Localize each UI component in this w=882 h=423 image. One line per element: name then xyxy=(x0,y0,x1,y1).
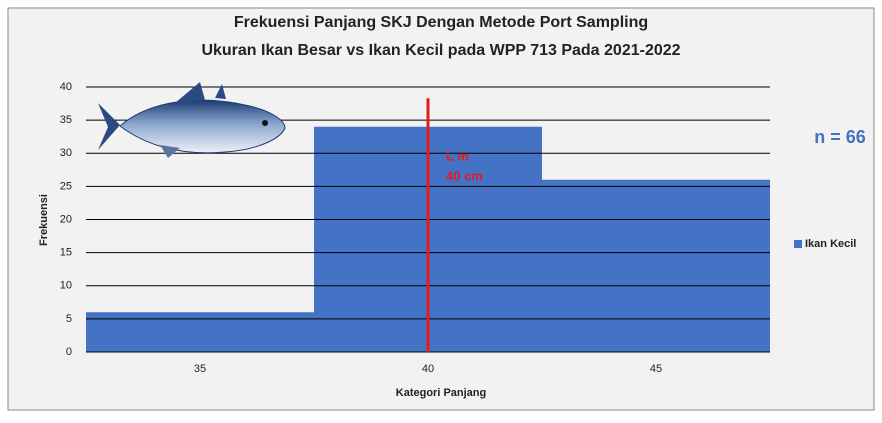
chart: Frekuensi Panjang SKJ Dengan Metode Port… xyxy=(0,0,882,418)
x-tick-label: 35 xyxy=(194,363,206,375)
reference-label: 40 cm xyxy=(446,168,483,183)
y-tick-label: 0 xyxy=(66,346,72,358)
y-tick-label: 35 xyxy=(60,114,72,126)
x-tick-label: 40 xyxy=(422,363,434,375)
y-tick-label: 15 xyxy=(60,247,72,259)
y-tick-label: 40 xyxy=(60,81,72,93)
sample-size: n = 66 xyxy=(814,127,866,147)
y-tick-label: 30 xyxy=(60,147,72,159)
x-tick-label: 45 xyxy=(650,363,662,375)
legend-label: Ikan Kecil xyxy=(805,238,856,250)
reference-label: L m xyxy=(446,148,469,163)
y-tick-label: 5 xyxy=(66,313,72,325)
y-axis-label: Frekuensi xyxy=(38,194,50,246)
legend-swatch xyxy=(794,240,802,248)
bar xyxy=(542,180,770,352)
chart-title: Frekuensi Panjang SKJ Dengan Metode Port… xyxy=(234,14,648,31)
chart-subtitle: Ukuran Ikan Besar vs Ikan Kecil pada WPP… xyxy=(201,42,680,59)
y-tick-label: 25 xyxy=(60,180,72,192)
x-axis-label: Kategori Panjang xyxy=(396,387,486,399)
bar xyxy=(86,312,314,352)
y-tick-label: 10 xyxy=(60,280,72,292)
y-tick-label: 20 xyxy=(60,213,72,225)
